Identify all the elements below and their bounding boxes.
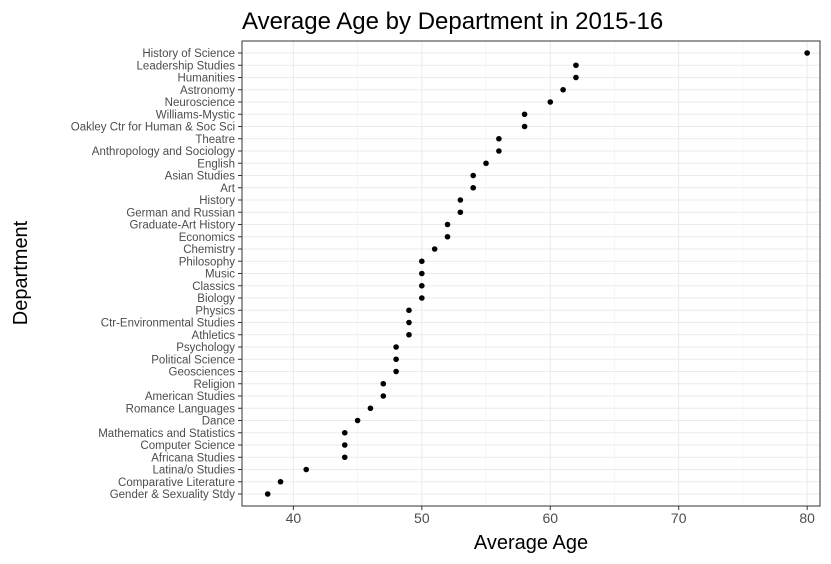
y-tick-label: Political Science [151,354,235,366]
data-point [341,442,348,448]
data-point [804,50,810,56]
data-point [573,62,579,69]
data-point [406,319,412,326]
y-tick-label: American Studies [145,391,235,403]
y-tick-label: Physics [195,305,235,317]
data-point [354,417,361,424]
data-point [444,221,451,228]
y-tick-label: Psychology [176,342,235,354]
y-axis-title: Department [10,220,32,325]
y-tick-label: Dance [202,416,235,428]
data-point [419,295,425,301]
y-tick-label: Williams-Mystic [156,109,235,121]
data-point [457,209,464,216]
y-tick-label: Computer Science [140,440,235,452]
y-tick-label: Asian Studies [165,171,236,183]
data-point [341,454,348,461]
data-point [444,233,451,240]
y-tick-label: Theatre [195,134,235,146]
data-point [573,74,579,81]
y-tick-label: Africana Studies [151,452,235,464]
data-point [521,111,528,118]
data-point [303,466,310,473]
y-tick-label: Romance Languages [126,403,236,415]
y-tick-label: Neuroscience [165,97,235,109]
x-tick-label: 70 [671,510,687,526]
y-tick-label: German and Russian [126,207,235,219]
data-point [341,429,348,436]
x-axis-title: Average Age [474,532,588,554]
y-tick-label: Religion [193,379,235,391]
x-tick-label: 40 [286,510,302,526]
data-point [393,344,399,350]
data-point [547,99,554,105]
data-point [457,197,464,203]
y-tick-label: Music [205,269,235,281]
data-point [277,478,284,485]
y-tick-label: Leadership Studies [137,60,236,72]
data-points [264,50,810,497]
y-tick-label: Graduate-Art History [130,220,236,232]
data-point [406,307,412,314]
y-tick-label: Oakley Ctr for Human & Soc Sci [71,122,235,134]
y-tick-label: Astronomy [180,85,235,97]
y-tick-label: Anthropology and Sociology [92,146,235,158]
y-tick-label: English [197,158,235,170]
y-tick-label: Economics [179,232,235,244]
data-point [470,172,477,179]
x-tick-label: 60 [542,510,558,526]
y-tick-label: History of Science [142,48,235,60]
data-point [393,356,399,363]
y-tick-label: Art [220,183,236,195]
data-point [496,135,502,142]
data-point [419,282,425,289]
y-tick-label: Geosciences [169,367,236,379]
grid-lines [242,41,820,506]
data-point [560,86,566,93]
data-point [419,258,425,265]
y-tick-label: History [199,195,235,207]
data-point [406,331,412,338]
y-tick-label: Philosophy [179,256,236,268]
data-point [521,123,528,130]
data-point [380,380,387,387]
y-tick-label: Chemistry [183,244,235,256]
x-axis-ticks: 40 50 60 70 80 [286,506,815,526]
data-point [419,270,425,277]
data-point [264,491,271,497]
data-point [483,160,489,167]
y-tick-label: Classics [192,281,235,293]
y-tick-label: Gender & Sexuality Stdy [110,489,236,501]
x-tick-label: 80 [799,510,815,526]
data-point [367,405,374,412]
y-tick-label: Latina/o Studies [153,465,236,477]
chart-title: Average Age by Department in 2015-16 [242,8,663,35]
data-point [496,148,502,154]
y-tick-label: Humanities [177,73,235,85]
y-tick-label: Ctr-Environmental Studies [101,318,235,330]
data-point [380,393,387,399]
y-tick-label: Athletics [192,330,236,342]
data-point [470,184,477,191]
data-point [393,368,399,375]
y-tick-label: Biology [197,293,235,305]
y-tick-label: Mathematics and Statistics [98,428,235,440]
y-tick-label: Comparative Literature [118,477,235,489]
data-point [431,246,438,252]
x-tick-label: 50 [414,510,430,526]
